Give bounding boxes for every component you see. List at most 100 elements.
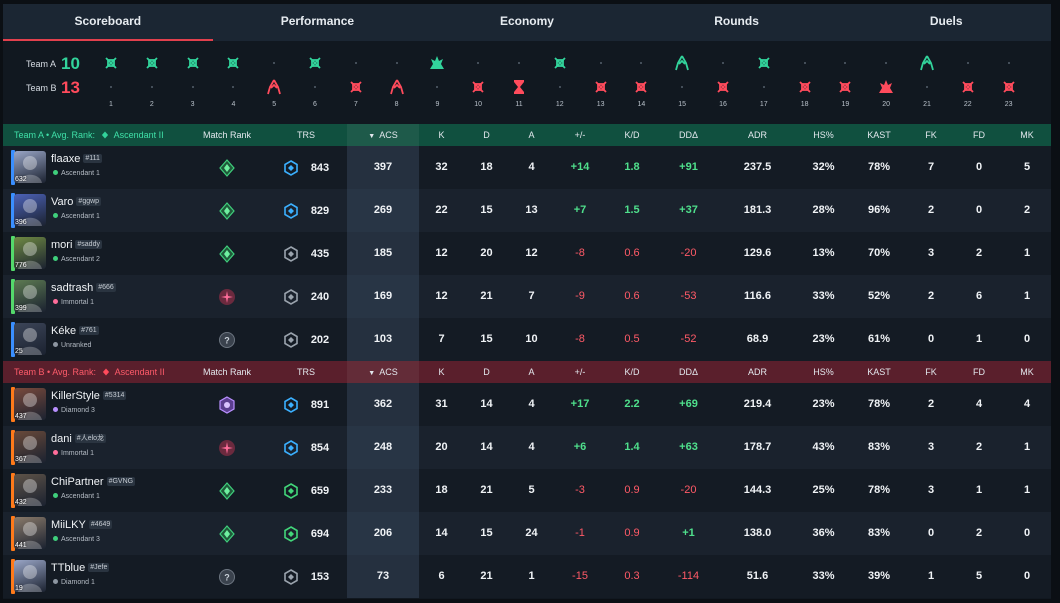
column-header-fk[interactable]: FK [925,367,937,377]
column-header-kast[interactable]: KAST [867,130,891,140]
round-column[interactable]: 16 [709,41,737,124]
round-column[interactable]: 20 [872,41,900,124]
tab-economy[interactable]: Economy [499,14,554,28]
player-row[interactable]: 776 mori #saddy Ascendant 2 435 185 12 20 12-… [3,232,1051,275]
column-header-mk[interactable]: MK [1020,367,1034,377]
tab-scoreboard[interactable]: Scoreboard [3,4,213,41]
player-row[interactable]: 632 flaaxe #111 Ascendant 1 843 397 32 18 4 +1… [3,146,1051,189]
column-header-d[interactable]: D [483,367,490,377]
agent-avatar[interactable] [14,431,46,463]
player-row[interactable]: 432 ChiPartner #GVNG Ascendant 1 659 233 18… [3,469,1051,512]
column-header-hs[interactable]: HS% [813,367,834,377]
column-header-d[interactable]: D [483,130,490,140]
column-header-fd[interactable]: FD [973,367,985,377]
player-name-block[interactable]: mori #saddy [51,239,102,251]
round-column[interactable]: 23 [995,41,1023,124]
column-header-adr[interactable]: ADR [747,367,767,377]
player-name[interactable]: flaaxe [51,153,81,165]
column-header-mk[interactable]: MK [1020,130,1034,140]
column-header-kd[interactable]: K/D [624,367,640,377]
player-name-block[interactable]: TTblue #Jefe [51,562,110,574]
agent-avatar[interactable] [14,151,46,183]
round-column[interactable]: 4 [219,41,247,124]
player-row[interactable]: 367 dani #人elo龙 Immortal 1 854 248 20 14 4 +6 1… [3,426,1051,469]
player-name[interactable]: Varo [51,196,74,208]
agent-avatar[interactable] [14,517,46,549]
column-header-a[interactable]: A [528,367,535,377]
round-column[interactable]: 8 [383,41,411,124]
round-column[interactable]: 9 [423,41,451,124]
player-name[interactable]: KillerStyle [51,390,100,402]
player-row[interactable]: 441 MiiLKY #4649 Ascendant 3 694 206 14 15 24… [3,512,1051,555]
column-header-acs[interactable]: ▼ ACS [347,361,419,383]
agent-avatar[interactable] [14,474,46,506]
player-name-block[interactable]: sadtrash #666 [51,282,116,294]
player-name[interactable]: MiiLKY [51,519,86,531]
column-header-trs[interactable]: TRS [297,130,315,140]
round-column[interactable]: 1 [97,41,125,124]
round-column[interactable]: 14 [627,41,655,124]
round-column[interactable]: 17 [750,41,778,124]
round-column[interactable]: 2 [138,41,166,124]
player-name-block[interactable]: ChiPartner #GVNG [51,476,136,488]
player-row[interactable]: 437 KillerStyle #5314 Diamond 3 891 362 31 1… [3,383,1051,426]
player-name[interactable]: TTblue [51,562,86,574]
round-result-team-b [383,77,411,97]
player-name-block[interactable]: MiiLKY #4649 [51,519,113,531]
round-column[interactable]: 3 [179,41,207,124]
column-header-trs[interactable]: TRS [297,367,315,377]
round-column[interactable]: 15 [668,41,696,124]
player-name-block[interactable]: dani #人elo龙 [51,433,107,445]
column-header-k[interactable]: K [438,367,445,377]
player-row[interactable]: 399 sadtrash #666 Immortal 1 240 169 12 21 7-… [3,275,1051,318]
column-header-dd[interactable]: DDΔ [678,130,698,140]
round-column[interactable]: 7 [342,41,370,124]
agent-avatar[interactable] [14,323,46,355]
agent-avatar[interactable] [14,194,46,226]
player-row[interactable]: 19 TTblue #Jefe Diamond 1 ? 153 73 6 21 1 -15 0.… [3,555,1051,598]
tab-rounds[interactable]: Rounds [714,14,759,28]
round-column[interactable]: 6 [301,41,329,124]
player-name[interactable]: mori [51,239,73,251]
round-column[interactable]: 21 [913,41,941,124]
player-name-block[interactable]: KillerStyle #5314 [51,390,127,402]
player-row[interactable]: 25 Kéke #761 Unranked ? 202 103 7 15 10 -8 0.5 -5… [3,318,1051,361]
player-name[interactable]: ChiPartner [51,476,104,488]
player-name-block[interactable]: Kéke #761 [51,325,99,337]
round-column[interactable]: 22 [954,41,982,124]
column-header-kast[interactable]: KAST [867,367,891,377]
round-column[interactable]: 11 [505,41,533,124]
column-header-a[interactable]: A [528,130,535,140]
round-column[interactable]: 19 [831,41,859,124]
column-header-pm[interactable]: +/- [574,130,586,140]
tab-duels[interactable]: Duels [929,14,963,28]
column-header-hs[interactable]: HS% [813,130,834,140]
column-header-k[interactable]: K [438,130,445,140]
round-column[interactable]: 12 [546,41,574,124]
player-name[interactable]: sadtrash [51,282,94,294]
player-name-block[interactable]: Varo #ggwp [51,196,102,208]
player-name[interactable]: Kéke [51,325,77,337]
column-header-fd[interactable]: FD [973,130,985,140]
round-column[interactable]: 18 [791,41,819,124]
column-header-adr[interactable]: ADR [747,130,767,140]
player-name-block[interactable]: flaaxe #111 [51,153,102,165]
agent-avatar[interactable] [14,560,46,592]
agent-avatar[interactable] [14,388,46,420]
round-column[interactable]: 10 [464,41,492,124]
column-header-kd[interactable]: K/D [624,130,640,140]
agent-avatar[interactable] [14,280,46,312]
column-header-acs[interactable]: ▼ ACS [347,124,419,146]
column-header-fk[interactable]: FK [925,130,937,140]
column-header-dd[interactable]: DDΔ [678,367,698,377]
player-name[interactable]: dani [51,433,72,445]
round-column[interactable]: 13 [587,41,615,124]
round-column[interactable]: 5 [260,41,288,124]
stat-kd: 0.6 [624,247,640,259]
column-header-pm[interactable]: +/- [574,367,586,377]
column-header-match_rank[interactable]: Match Rank [202,367,252,377]
player-row[interactable]: 396 Varo #ggwp Ascendant 1 829 269 22 15 13 +7… [3,189,1051,232]
column-header-match_rank[interactable]: Match Rank [202,130,252,140]
agent-avatar[interactable] [14,237,46,269]
tab-performance[interactable]: Performance [280,14,355,28]
